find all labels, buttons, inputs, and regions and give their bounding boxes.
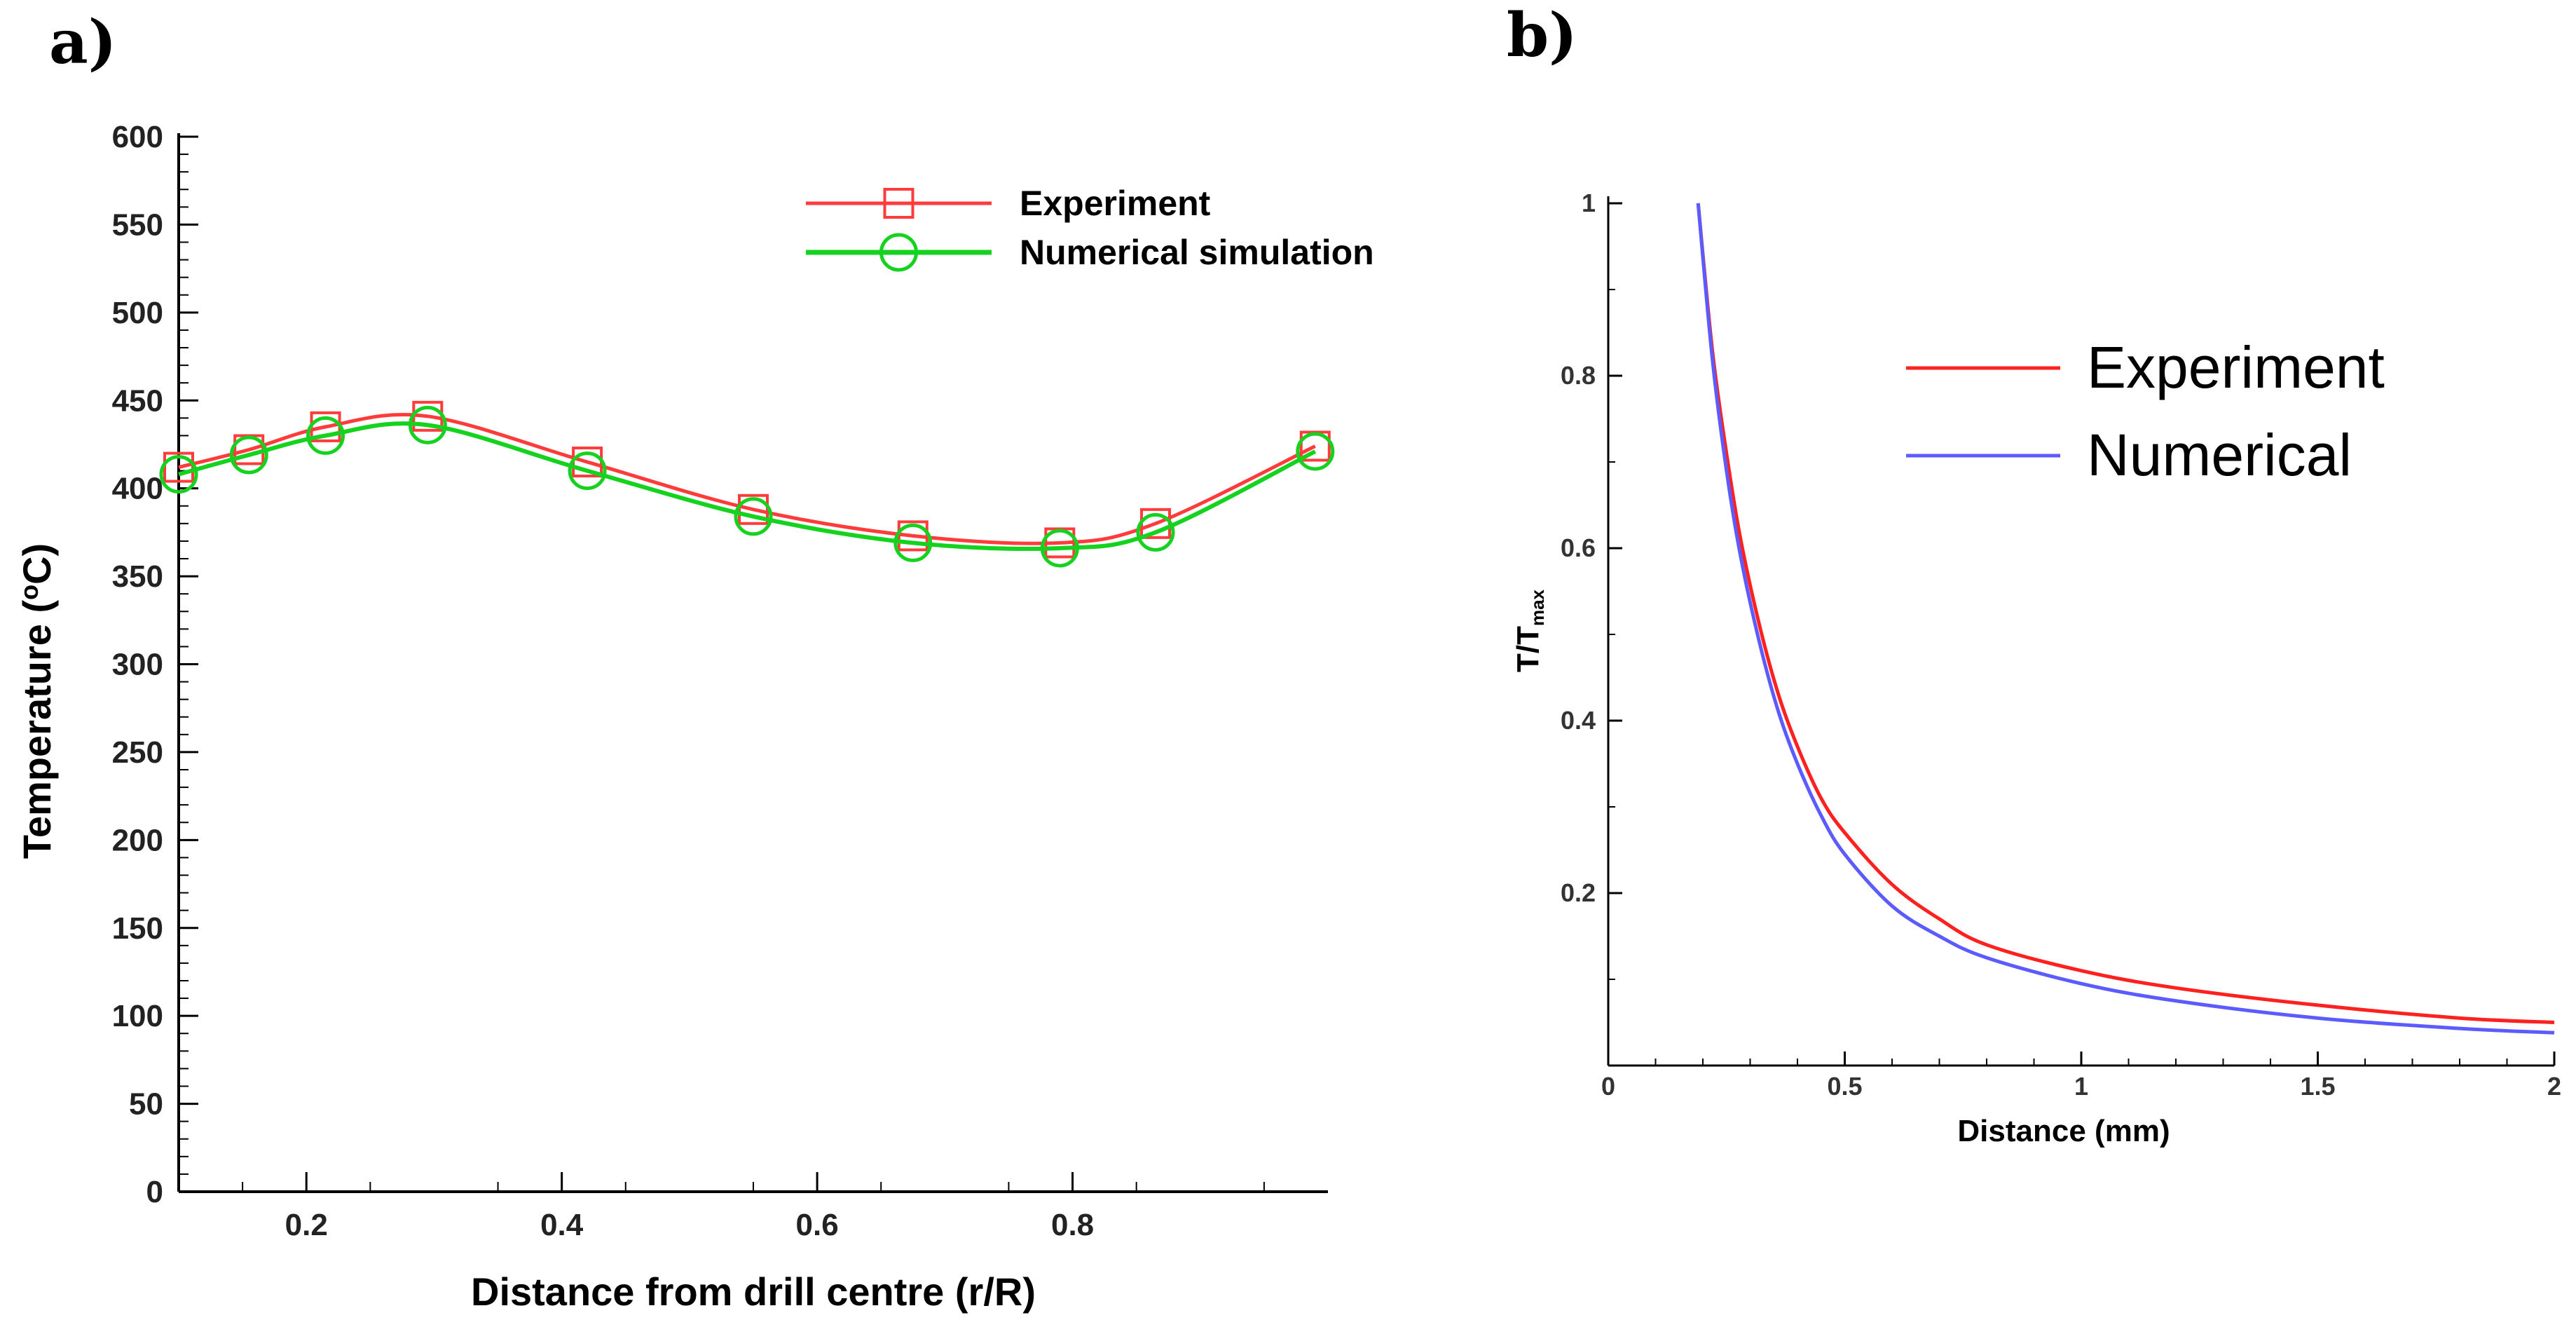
- panel-b-x-tick-label: 0.5: [1827, 1072, 1862, 1101]
- panel-a-numerical-point: [408, 405, 447, 444]
- panel-a-x-tick-label: 0.2: [285, 1208, 328, 1242]
- panel-a-numerical-point: [1136, 512, 1175, 552]
- panel-b-normalized-chart: b) 0.2 0.4 0.6 0.8 1 0 0.5 1 1.5 2 Experiment Nume…: [1507, 0, 2561, 1148]
- panel-a-x-tick-label: 0.4: [540, 1208, 584, 1242]
- panel-a-label: a): [49, 7, 116, 78]
- panel-a-y-tick-label: 500: [112, 296, 163, 330]
- panel-b-x-tick-label: 1: [2074, 1072, 2088, 1101]
- panel-a-experiment-point: [163, 451, 194, 483]
- panel-a-y-axis-label: Temperature (oC): [15, 543, 59, 859]
- panel-a-experiment-point: [897, 520, 929, 552]
- panel-a-experiment-point: [738, 494, 769, 525]
- panel-a-experiment-point: [1299, 430, 1331, 462]
- panel-a-y-tick-label: 250: [112, 735, 163, 770]
- panel-b-x-tick-label: 0: [1601, 1072, 1615, 1101]
- panel-a-y-label-degree: o: [15, 585, 43, 600]
- panel-a-y-tick-label: 550: [112, 207, 163, 242]
- panel-a-y-tick-label: 300: [112, 648, 163, 682]
- panel-a-numerical-point: [568, 451, 607, 491]
- panel-b-series-line-experiment: [1696, 203, 2555, 1024]
- panel-a-y-tick-label: 350: [112, 559, 163, 594]
- panel-b-y-tick-label: 0.6: [1561, 533, 1596, 562]
- panel-a-legend-label: Numerical simulation: [1020, 233, 1374, 272]
- panel-a-x-tick-label: 0.6: [796, 1208, 839, 1242]
- panel-a-legend-square-marker: [883, 188, 914, 219]
- panel-a-y-tick-label: 150: [112, 911, 163, 946]
- panel-a-y-tick-label: 600: [112, 120, 163, 154]
- panel-b-x-tick-label: 1.5: [2300, 1072, 2335, 1101]
- panel-b-legend-label: Numerical: [2087, 422, 2352, 488]
- panel-b-y-axis-label: T/Tmax: [1511, 589, 1548, 672]
- panel-a-numerical-point: [1296, 432, 1335, 471]
- panel-a-x-tick-label: 0.8: [1051, 1208, 1094, 1242]
- panel-a-legend-circle-marker: [879, 233, 918, 272]
- panel-b-y-label-main: T/T: [1511, 626, 1545, 672]
- panel-a-numerical-point: [734, 497, 773, 536]
- panel-a-numerical-point: [1040, 529, 1079, 568]
- panel-a-legend: Experiment Numerical simulation: [806, 184, 1374, 272]
- panel-b-y-tick-label: 0.4: [1561, 706, 1596, 735]
- panel-a-numerical-point: [159, 455, 198, 494]
- panel-a-y-tick-label: 100: [112, 999, 163, 1033]
- panel-b-y-tick-label: 0.8: [1561, 361, 1596, 390]
- panel-b-series: [1696, 203, 2555, 1035]
- panel-a-y-label-unit: C): [15, 543, 59, 585]
- panel-a-y-tick-label: 400: [112, 472, 163, 506]
- panel-a-y-tick-label: 50: [129, 1087, 163, 1122]
- panel-a-temperature-chart: a) 0501001502002503003504004505005506000…: [15, 7, 1374, 1314]
- panel-a-numerical-point: [229, 435, 268, 475]
- panel-b-x-axis-label: Distance (mm): [1957, 1114, 2170, 1148]
- panel-b-legend-label: Experiment: [2087, 334, 2385, 400]
- panel-a-x-axis-label: Distance from drill centre (r/R): [471, 1270, 1036, 1314]
- panel-b-x-tick-label: 2: [2547, 1072, 2561, 1101]
- panel-a-axes: 0 50 100 150 200 250 300 350 400 450 500 550 600 0.2 0…: [112, 120, 1328, 1242]
- panel-a-numerical-point: [893, 523, 933, 562]
- panel-b-axes: 0.2 0.4 0.6 0.8 1 0 0.5 1 1.5 2: [1561, 189, 2561, 1101]
- panel-b-label: b): [1507, 0, 1577, 71]
- panel-a-y-tick-label: 0: [146, 1175, 163, 1209]
- panel-b-y-label-sub: max: [1527, 589, 1548, 626]
- panel-a-numerical-point: [306, 416, 345, 455]
- panel-a-series: [159, 400, 1335, 568]
- panel-a-y-tick-label: 200: [112, 823, 163, 857]
- panel-b-y-tick-label: 0.2: [1561, 878, 1596, 907]
- panel-a-series-line-numerical-simulation: [178, 421, 1317, 551]
- panel-b-series-line-numerical: [1696, 203, 2555, 1035]
- panel-b-y-tick-label: 1: [1582, 189, 1596, 217]
- panel-a-experiment-point: [1044, 527, 1076, 559]
- panel-b-legend: Experiment Numerical: [1906, 334, 2385, 488]
- panel-a-series-line-experiment: [178, 412, 1316, 545]
- panel-a-legend-label: Experiment: [1020, 184, 1211, 223]
- panel-a-y-tick-label: 450: [112, 383, 163, 418]
- panel-a-y-label-main: Temperature (: [15, 600, 59, 859]
